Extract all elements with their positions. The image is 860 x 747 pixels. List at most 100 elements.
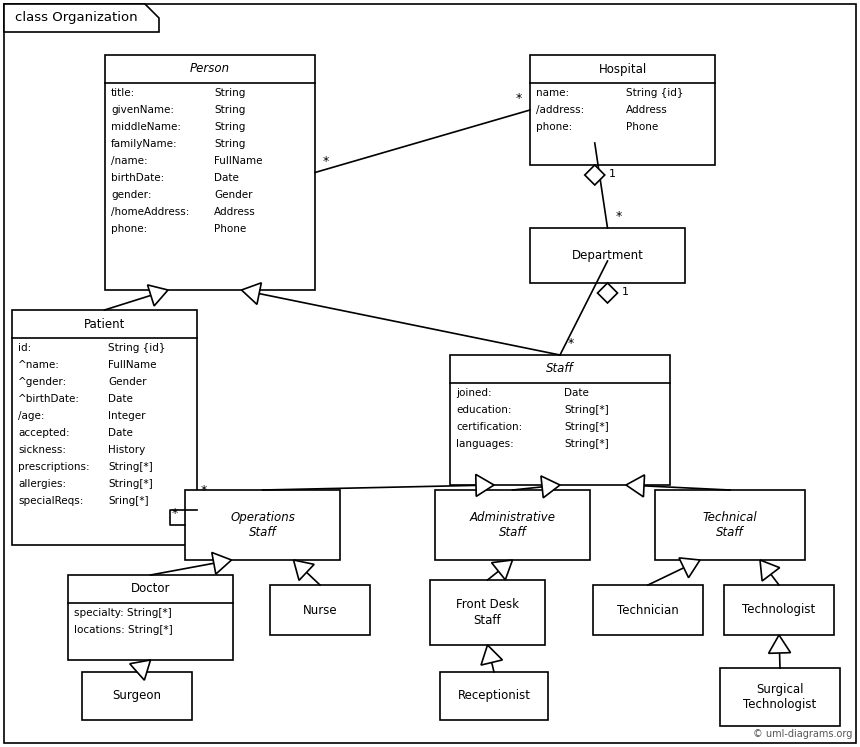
Text: Hospital: Hospital xyxy=(599,63,647,75)
Text: FullName: FullName xyxy=(214,156,262,166)
Text: Front Desk
Staff: Front Desk Staff xyxy=(456,598,519,627)
Text: Administrative
Staff: Administrative Staff xyxy=(470,511,556,539)
Text: String[*]: String[*] xyxy=(564,439,609,449)
Bar xyxy=(593,585,703,635)
Text: String: String xyxy=(214,105,246,115)
Polygon shape xyxy=(242,283,261,304)
Bar xyxy=(440,672,548,720)
Text: Technologist: Technologist xyxy=(742,604,815,616)
Text: Surgeon: Surgeon xyxy=(113,689,162,702)
Text: specialty: String[*]: specialty: String[*] xyxy=(74,608,172,619)
Polygon shape xyxy=(481,645,502,665)
Text: Staff: Staff xyxy=(546,362,574,376)
Text: Doctor: Doctor xyxy=(131,583,170,595)
Bar xyxy=(185,490,340,560)
Text: *: * xyxy=(516,92,522,105)
Polygon shape xyxy=(760,560,780,581)
Text: String[*]: String[*] xyxy=(108,479,153,489)
Text: Date: Date xyxy=(214,173,239,183)
Text: Gender: Gender xyxy=(214,190,253,200)
Text: education:: education: xyxy=(456,405,512,415)
Text: gender:: gender: xyxy=(111,190,151,200)
Text: Integer: Integer xyxy=(108,411,145,421)
Text: Person: Person xyxy=(190,63,230,75)
Text: /name:: /name: xyxy=(111,156,148,166)
Text: Department: Department xyxy=(572,249,643,262)
Bar xyxy=(82,672,192,720)
Text: phone:: phone: xyxy=(536,123,572,132)
Text: Date: Date xyxy=(564,388,589,398)
Polygon shape xyxy=(598,283,617,303)
Text: Nurse: Nurse xyxy=(303,604,337,616)
Text: allergies:: allergies: xyxy=(18,479,66,489)
Polygon shape xyxy=(476,474,494,497)
Text: familyName:: familyName: xyxy=(111,139,178,149)
Text: Patient: Patient xyxy=(83,317,126,330)
Text: Surgical
Technologist: Surgical Technologist xyxy=(743,683,817,711)
Polygon shape xyxy=(626,475,644,497)
Text: accepted:: accepted: xyxy=(18,428,70,438)
Text: languages:: languages: xyxy=(456,439,513,449)
Polygon shape xyxy=(130,660,150,681)
Text: Date: Date xyxy=(108,428,133,438)
Bar xyxy=(270,585,370,635)
Bar xyxy=(655,490,805,560)
Bar xyxy=(12,310,197,545)
Text: *: * xyxy=(201,484,207,497)
Text: Technical
Staff: Technical Staff xyxy=(703,511,758,539)
Text: birthDate:: birthDate: xyxy=(111,173,164,183)
Text: Date: Date xyxy=(108,394,133,404)
Bar xyxy=(68,575,233,660)
Text: /address:: /address: xyxy=(536,105,584,115)
Text: String {id}: String {id} xyxy=(108,343,166,353)
Text: Phone: Phone xyxy=(626,123,659,132)
Polygon shape xyxy=(148,285,168,306)
Text: *: * xyxy=(568,337,574,350)
Text: class Organization: class Organization xyxy=(15,11,138,25)
Text: FullName: FullName xyxy=(108,360,157,371)
Polygon shape xyxy=(212,553,231,574)
Bar xyxy=(720,668,840,726)
Text: id:: id: xyxy=(18,343,31,353)
Text: specialReqs:: specialReqs: xyxy=(18,496,83,506)
Text: prescriptions:: prescriptions: xyxy=(18,462,89,472)
Text: 1: 1 xyxy=(622,287,629,297)
Polygon shape xyxy=(4,4,159,32)
Text: Technician: Technician xyxy=(617,604,679,616)
Text: name:: name: xyxy=(536,88,569,98)
Bar xyxy=(105,55,315,290)
Polygon shape xyxy=(769,635,790,654)
Text: *: * xyxy=(323,155,329,167)
Bar xyxy=(430,580,545,645)
Text: String: String xyxy=(214,123,246,132)
Text: String: String xyxy=(214,139,246,149)
Text: *: * xyxy=(172,507,178,520)
Text: String[*]: String[*] xyxy=(564,422,609,433)
Bar xyxy=(530,228,685,283)
Text: ^birthDate:: ^birthDate: xyxy=(18,394,80,404)
Polygon shape xyxy=(492,560,513,580)
Text: title:: title: xyxy=(111,88,135,98)
Text: String[*]: String[*] xyxy=(564,405,609,415)
Text: givenName:: givenName: xyxy=(111,105,174,115)
Text: Phone: Phone xyxy=(214,224,247,235)
Polygon shape xyxy=(541,476,560,498)
Text: ^name:: ^name: xyxy=(18,360,60,371)
Polygon shape xyxy=(585,165,605,185)
Text: Operations
Staff: Operations Staff xyxy=(230,511,295,539)
Text: middleName:: middleName: xyxy=(111,123,181,132)
Text: Address: Address xyxy=(214,207,256,217)
Text: History: History xyxy=(108,445,145,455)
Bar xyxy=(530,55,715,165)
Text: *: * xyxy=(616,210,622,223)
Text: locations: String[*]: locations: String[*] xyxy=(74,625,173,635)
Text: /homeAddress:: /homeAddress: xyxy=(111,207,189,217)
Text: certification:: certification: xyxy=(456,422,522,433)
Polygon shape xyxy=(679,558,700,577)
Text: phone:: phone: xyxy=(111,224,147,235)
Text: String[*]: String[*] xyxy=(108,462,153,472)
Text: Address: Address xyxy=(626,105,668,115)
Text: String {id}: String {id} xyxy=(626,88,684,98)
Text: ^gender:: ^gender: xyxy=(18,377,67,387)
Text: 1: 1 xyxy=(609,169,616,179)
